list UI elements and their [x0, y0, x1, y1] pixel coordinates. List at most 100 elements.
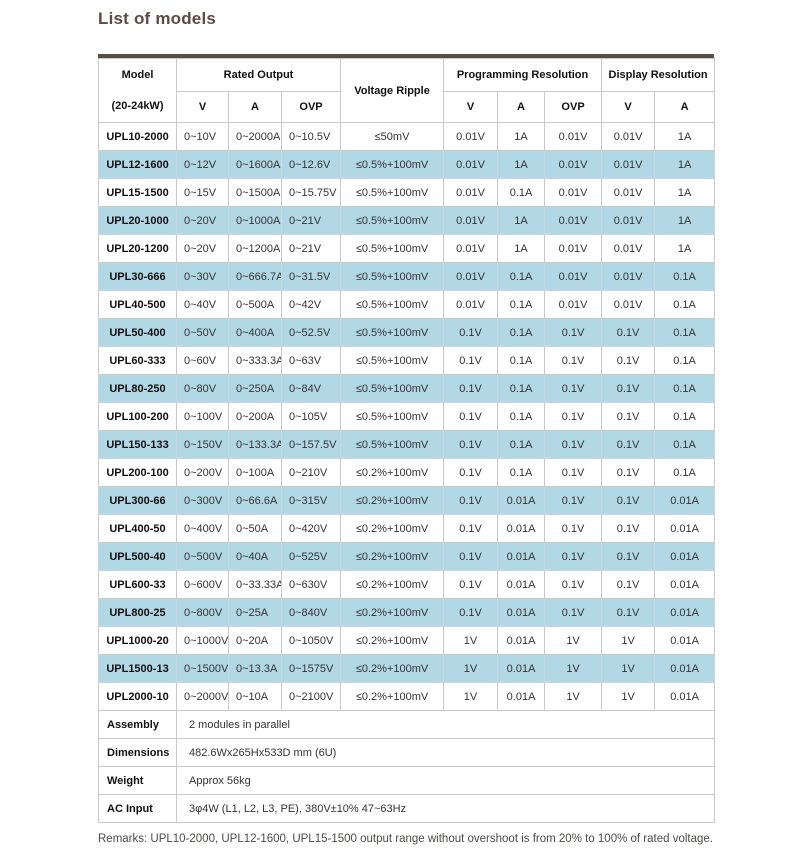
cell-disp-a: 0.1A: [654, 346, 716, 375]
cell-prog-a: 1A: [497, 206, 546, 235]
cell-prog-v: 0.1V: [443, 598, 499, 627]
cell-rated-a: 0~10A: [228, 682, 282, 711]
spec-label: Dimensions: [98, 738, 177, 767]
models-table: Model (20-24kW) Rated Output Voltage Rip…: [98, 58, 716, 823]
cell-prog-ovp: 0.1V: [544, 514, 603, 543]
cell-prog-v: 1V: [443, 682, 499, 711]
cell-prog-v: 0.01V: [443, 206, 499, 235]
cell-prog-a: 0.01A: [497, 626, 546, 655]
cell-rated-ovp: 0~21V: [280, 206, 342, 235]
cell-prog-v: 0.1V: [443, 430, 499, 459]
cell-prog-ovp: 0.1V: [544, 318, 603, 347]
cell-rated-v: 0~40V: [176, 290, 229, 319]
cell-model: UPL15-1500: [98, 178, 177, 207]
cell-disp-a: 0.01A: [654, 570, 716, 599]
cell-prog-v: 0.01V: [443, 234, 499, 263]
cell-ripple: ≤50mV: [340, 122, 445, 151]
spec-row: Weight Approx 56kg: [98, 766, 716, 795]
cell-rated-ovp: 0~10.5V: [280, 122, 342, 151]
table-row: UPL40-500 0~40V 0~500A 0~42V ≤0.5%+100mV…: [98, 290, 716, 319]
cell-model: UPL300-66: [98, 486, 177, 515]
cell-disp-a: 0.1A: [654, 430, 716, 459]
spec-row: Assembly 2 modules in parallel: [98, 710, 716, 739]
cell-rated-a: 0~66.6A: [228, 486, 282, 515]
cell-disp-v: 0.1V: [601, 514, 656, 543]
cell-prog-ovp: 0.01V: [544, 234, 603, 263]
cell-rated-ovp: 0~1575V: [280, 654, 342, 683]
cell-prog-a: 0.01A: [497, 486, 546, 515]
cell-disp-v: 0.1V: [601, 542, 656, 571]
cell-model: UPL600-33: [98, 570, 177, 599]
cell-rated-a: 0~666.7A: [228, 262, 282, 291]
cell-model: UPL60-333: [98, 346, 177, 375]
cell-prog-a: 0.01A: [497, 682, 546, 711]
cell-disp-a: 0.1A: [654, 290, 716, 319]
column-header-display-resolution: Display Resolution: [601, 58, 716, 92]
cell-rated-v: 0~80V: [176, 374, 229, 403]
cell-prog-a: 1A: [497, 234, 546, 263]
cell-disp-a: 0.1A: [654, 374, 716, 403]
cell-prog-v: 0.01V: [443, 178, 499, 207]
cell-prog-ovp: 0.01V: [544, 178, 603, 207]
table-row: UPL1500-13 0~1500V 0~13.3A 0~1575V ≤0.2%…: [98, 654, 716, 683]
cell-disp-a: 0.01A: [654, 682, 716, 711]
cell-prog-v: 0.1V: [443, 318, 499, 347]
table-row: UPL100-200 0~100V 0~200A 0~105V ≤0.5%+10…: [98, 402, 716, 431]
cell-ripple: ≤0.5%+100mV: [340, 374, 445, 403]
cell-disp-a: 0.01A: [654, 654, 716, 683]
cell-prog-v: 0.01V: [443, 262, 499, 291]
cell-disp-a: 1A: [654, 122, 716, 151]
cell-prog-v: 0.1V: [443, 486, 499, 515]
cell-ripple: ≤0.2%+100mV: [340, 598, 445, 627]
cell-model: UPL500-40: [98, 542, 177, 571]
models-table-wrap: Model (20-24kW) Rated Output Voltage Rip…: [98, 54, 716, 823]
table-row: UPL20-1200 0~20V 0~1200A 0~21V ≤0.5%+100…: [98, 234, 716, 263]
cell-disp-v: 0.1V: [601, 430, 656, 459]
cell-disp-v: 0.1V: [601, 570, 656, 599]
cell-prog-a: 0.01A: [497, 570, 546, 599]
spec-label: AC Input: [98, 794, 177, 823]
cell-prog-v: 0.1V: [443, 402, 499, 431]
cell-rated-ovp: 0~84V: [280, 374, 342, 403]
cell-rated-v: 0~500V: [176, 542, 229, 571]
cell-rated-ovp: 0~420V: [280, 514, 342, 543]
cell-prog-ovp: 0.1V: [544, 430, 603, 459]
spec-value: 482.6Wx265Hx533D mm (6U): [175, 738, 716, 767]
subheader-rated-a: A: [228, 90, 282, 123]
cell-ripple: ≤0.5%+100mV: [340, 178, 445, 207]
table-row: UPL20-1000 0~20V 0~1000A 0~21V ≤0.5%+100…: [98, 206, 716, 235]
table-row: UPL800-25 0~800V 0~25A 0~840V ≤0.2%+100m…: [98, 598, 716, 627]
cell-prog-ovp: 0.1V: [544, 486, 603, 515]
cell-disp-v: 0.1V: [601, 374, 656, 403]
cell-disp-v: 0.01V: [601, 122, 656, 151]
cell-ripple: ≤0.5%+100mV: [340, 150, 445, 179]
cell-prog-ovp: 0.01V: [544, 206, 603, 235]
cell-prog-ovp: 0.1V: [544, 374, 603, 403]
cell-prog-v: 0.1V: [443, 346, 499, 375]
cell-rated-v: 0~60V: [176, 346, 229, 375]
cell-disp-v: 1V: [601, 654, 656, 683]
cell-rated-v: 0~150V: [176, 430, 229, 459]
cell-disp-a: 0.01A: [654, 626, 716, 655]
cell-disp-a: 0.1A: [654, 318, 716, 347]
cell-rated-a: 0~25A: [228, 598, 282, 627]
cell-disp-v: 0.1V: [601, 402, 656, 431]
cell-prog-v: 1V: [443, 654, 499, 683]
table-row: UPL30-666 0~30V 0~666.7A 0~31.5V ≤0.5%+1…: [98, 262, 716, 291]
cell-model: UPL10-2000: [98, 122, 177, 151]
cell-prog-ovp: 1V: [544, 654, 603, 683]
cell-rated-a: 0~500A: [228, 290, 282, 319]
cell-prog-ovp: 0.1V: [544, 598, 603, 627]
cell-prog-v: 0.01V: [443, 122, 499, 151]
cell-model: UPL200-100: [98, 458, 177, 487]
cell-model: UPL40-500: [98, 290, 177, 319]
cell-prog-v: 0.01V: [443, 150, 499, 179]
cell-ripple: ≤0.5%+100mV: [340, 318, 445, 347]
cell-rated-ovp: 0~31.5V: [280, 262, 342, 291]
cell-rated-ovp: 0~63V: [280, 346, 342, 375]
cell-prog-a: 0.01A: [497, 654, 546, 683]
cell-rated-ovp: 0~840V: [280, 598, 342, 627]
cell-rated-ovp: 0~12.6V: [280, 150, 342, 179]
cell-ripple: ≤0.5%+100mV: [340, 206, 445, 235]
